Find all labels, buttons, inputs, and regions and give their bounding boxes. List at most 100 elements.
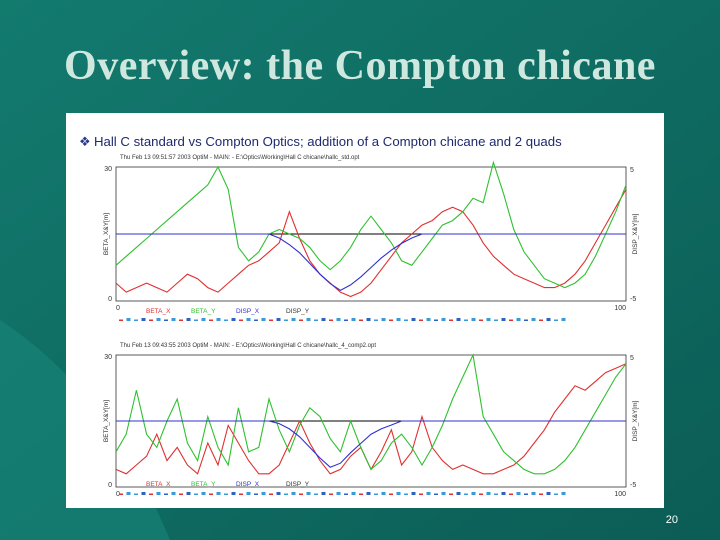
lattice-marker	[284, 493, 288, 495]
lattice-marker	[411, 492, 416, 495]
lattice-marker	[456, 492, 461, 495]
lattice-marker	[366, 492, 371, 495]
lattice-marker	[194, 319, 198, 321]
series-line-disp-x	[116, 233, 626, 291]
lattice-marker	[209, 319, 213, 321]
lattice-marker	[404, 493, 408, 495]
lattice-marker	[479, 493, 483, 495]
lattice-marker	[531, 318, 536, 321]
slide-title: Overview: the Compton chicane	[64, 43, 656, 89]
lattice-marker	[134, 493, 138, 495]
lattice-marker	[216, 492, 221, 495]
lattice-marker	[201, 492, 206, 495]
series-line-beta-y	[115, 353, 627, 475]
y-left-tick-label: 30	[104, 166, 112, 173]
series-line-disp-x	[116, 420, 626, 468]
lattice-marker	[471, 318, 476, 321]
lattice-marker	[516, 318, 521, 321]
diamond-bullet-icon: ❖	[79, 134, 91, 149]
lattice-marker	[119, 319, 123, 321]
lattice-marker	[464, 493, 468, 495]
lattice-marker	[321, 318, 326, 321]
lattice-marker	[321, 492, 326, 495]
x-tick-label: 100	[614, 491, 626, 498]
y-left-axis-label: BETA_X&Y[m]	[103, 400, 110, 442]
lattice-marker	[546, 492, 551, 495]
lattice-marker	[126, 492, 131, 495]
lattice-marker	[546, 318, 551, 321]
lattice-marker	[426, 492, 431, 495]
series-line-beta-y	[115, 160, 627, 289]
legend-entry: DISP_Y	[286, 481, 310, 488]
lattice-marker	[156, 492, 161, 495]
y-right-tick-label: -5	[630, 296, 636, 303]
lattice-marker	[254, 493, 258, 495]
lattice-marker	[374, 493, 378, 495]
lattice-marker	[224, 319, 228, 321]
lattice-marker	[471, 492, 476, 495]
lattice-marker	[194, 493, 198, 495]
lattice-marker	[336, 318, 341, 321]
lattice-marker	[344, 319, 348, 321]
lattice-marker	[509, 319, 513, 321]
legend-entry: BETA_X	[146, 308, 171, 315]
lattice-marker	[426, 318, 431, 321]
lattice-marker	[524, 319, 528, 321]
y-left-tick-label: 0	[108, 296, 112, 303]
x-tick-label: 0	[116, 491, 120, 498]
lattice-marker	[164, 493, 168, 495]
lattice-marker	[179, 493, 183, 495]
y-right-axis-label: DISP_X&Y[m]	[632, 213, 639, 254]
lattice-marker	[336, 492, 341, 495]
legend-entry: BETA_X	[146, 481, 171, 488]
lattice-marker	[276, 492, 281, 495]
lattice-marker	[329, 319, 333, 321]
page-number: 20	[665, 514, 678, 526]
lattice-marker	[501, 492, 506, 495]
lattice-marker	[254, 319, 258, 321]
figure-svg: ❖ Hall C standard vs Compton Optics; add…	[79, 134, 639, 498]
panel-heading: Hall C standard vs Compton Optics; addit…	[94, 134, 562, 149]
lattice-marker	[479, 319, 483, 321]
lattice-marker	[524, 493, 528, 495]
lattice-marker	[306, 318, 311, 321]
lattice-marker	[344, 493, 348, 495]
lattice-marker	[434, 493, 438, 495]
lattice-marker	[201, 318, 206, 321]
lattice-marker	[239, 319, 243, 321]
lattice-marker	[149, 493, 153, 495]
lattice-marker	[156, 318, 161, 321]
y-left-tick-label: 30	[104, 354, 112, 361]
lattice-marker	[501, 318, 506, 321]
lattice-marker	[494, 493, 498, 495]
lattice-marker	[359, 493, 363, 495]
lattice-marker	[314, 319, 318, 321]
lattice-marker	[494, 319, 498, 321]
lattice-marker	[269, 493, 273, 495]
lattice-marker	[456, 318, 461, 321]
lattice-marker	[419, 319, 423, 321]
lattice-marker	[374, 319, 378, 321]
figure-panel: ❖ Hall C standard vs Compton Optics; add…	[66, 113, 664, 508]
chart-header: Thu Feb 13 09:51:57 2003 OptiM - MAIN: -…	[120, 155, 360, 161]
lattice-marker	[276, 318, 281, 321]
lattice-marker	[231, 318, 236, 321]
lattice-marker	[561, 318, 566, 321]
lattice-marker	[299, 493, 303, 495]
lattice-marker	[231, 492, 236, 495]
lattice-marker	[291, 492, 296, 495]
legend-entry: BETA_Y	[191, 308, 216, 315]
lattice-marker	[216, 318, 221, 321]
lattice-marker	[269, 319, 273, 321]
lattice-marker	[419, 493, 423, 495]
lattice-marker	[531, 492, 536, 495]
lattice-marker	[179, 319, 183, 321]
lattice-marker	[449, 319, 453, 321]
lattice-marker	[186, 318, 191, 321]
lattice-marker	[351, 492, 356, 495]
lattice-marker	[486, 492, 491, 495]
lattice-marker	[239, 493, 243, 495]
lattice-marker	[434, 319, 438, 321]
lattice-marker	[359, 319, 363, 321]
